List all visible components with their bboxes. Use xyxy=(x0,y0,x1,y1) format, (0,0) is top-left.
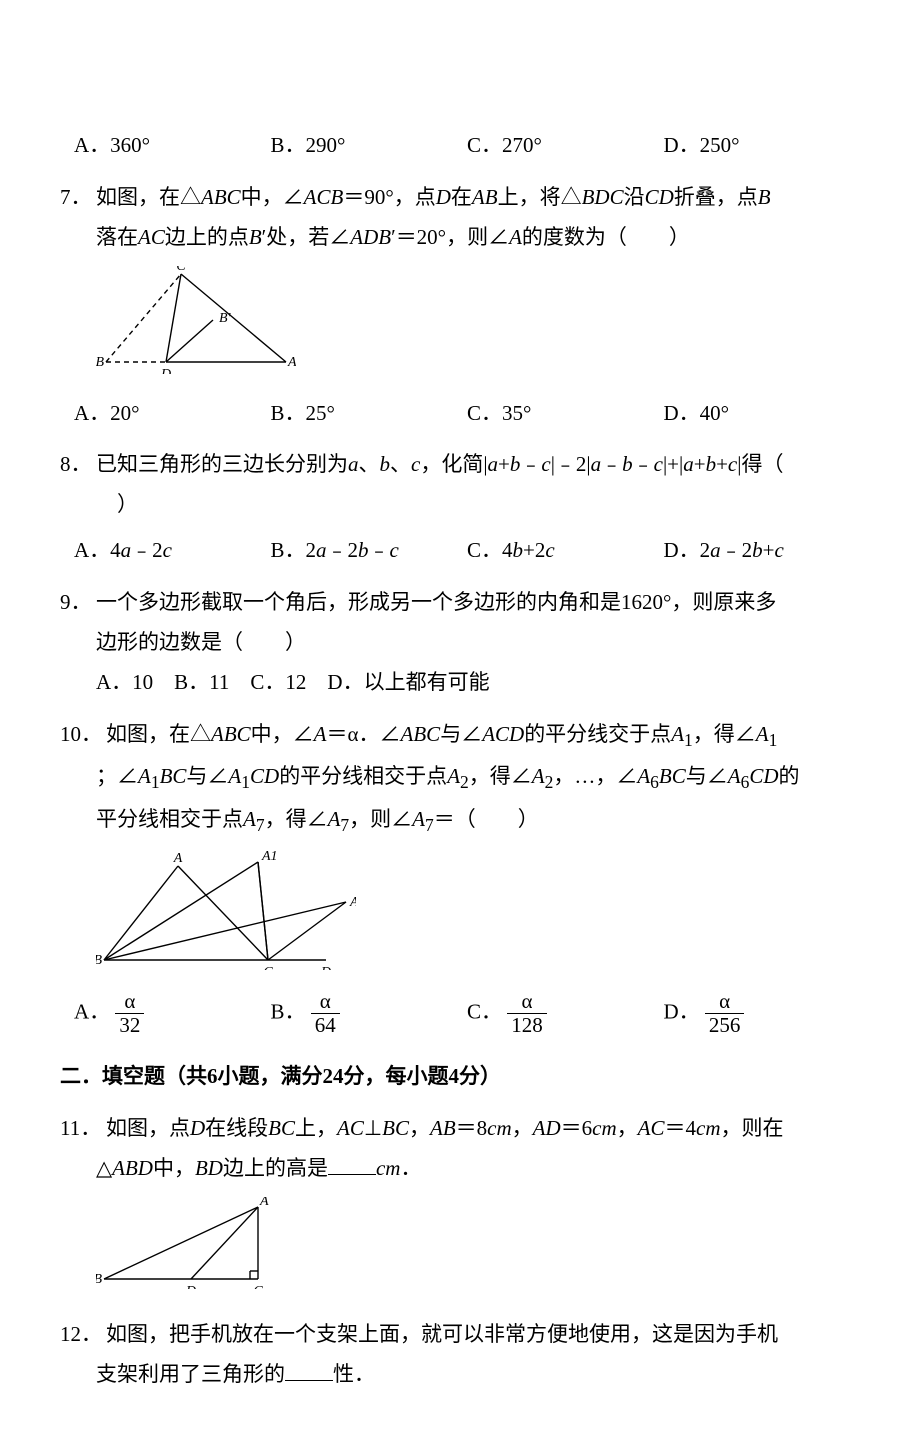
q7-line2: 落在AC边上的点B′处，若∠ADB′＝20°，则∠A的度数为（ ） xyxy=(60,218,860,258)
svg-text:B: B xyxy=(96,355,104,370)
q11-line2: △ABD中，BD边上的高是 cm． xyxy=(60,1149,860,1189)
q6-opt-D: D．250° xyxy=(664,126,861,166)
frac-den: 128 xyxy=(507,1014,547,1037)
q10-opt-C: C． α128 xyxy=(467,990,664,1037)
q10-opt-B: B． α64 xyxy=(271,990,468,1037)
question-10: 10． 如图，在△ABC中，∠A＝α．∠ABC与∠ACD的平分线交于点A1，得∠… xyxy=(60,715,860,1037)
svg-text:B: B xyxy=(96,953,102,968)
q7-opt-C: C．35° xyxy=(467,394,664,434)
q12-line2: 支架利用了三角形的 性． xyxy=(60,1355,860,1395)
fraction: α256 xyxy=(705,990,745,1037)
blank-fill xyxy=(328,1154,376,1175)
opt-text: A．20° xyxy=(74,401,140,425)
q8-opt-A: A．4a﹣2c xyxy=(74,531,271,571)
fraction: α64 xyxy=(311,990,340,1037)
q7-opt-B: B．25° xyxy=(271,394,468,434)
q9-num: 9． xyxy=(60,583,96,623)
opt-prefix: B． xyxy=(271,999,306,1023)
q8-opt-D: D．2a﹣2b+c xyxy=(664,531,861,571)
q6-options: A．360° B．290° C．270° D．250° xyxy=(60,126,860,166)
svg-text:A2: A2 xyxy=(349,895,356,910)
q7-num: 7． xyxy=(60,178,96,218)
opt-text: B．290° xyxy=(271,133,346,157)
q11-l2-pre: △ABD中，BD边上的高是 xyxy=(96,1156,328,1180)
opt-prefix: D． xyxy=(664,999,700,1023)
q7-opt-D: D．40° xyxy=(664,394,861,434)
question-7: 7． 如图，在△ABC中，∠ACB＝90°，点D在AB上，将△BDC沿CD折叠，… xyxy=(60,178,860,434)
q10-line1: 如图，在△ABC中，∠A＝α．∠ABC与∠ACD的平分线交于点A1，得∠A1 xyxy=(106,715,860,757)
q11-line1: 如图，点D在线段BC上，AC⊥BC，AB＝8cm，AD＝6cm，AC＝4cm，则… xyxy=(106,1109,860,1149)
opt-text: B．25° xyxy=(271,401,335,425)
frac-num: α xyxy=(507,990,547,1014)
svg-text:A: A xyxy=(173,851,183,866)
opt-text: C．270° xyxy=(467,133,542,157)
q8-num: 8． xyxy=(60,445,96,485)
q10-figure: B C D A A1 A2 xyxy=(96,850,860,984)
svg-text:C: C xyxy=(263,965,273,970)
blank-fill xyxy=(285,1360,333,1381)
question-8: 8． 已知三角形的三边长分别为a、b、c，化简|a+b﹣c|﹣2|a﹣b﹣c|+… xyxy=(60,445,860,571)
q7-line1: 如图，在△ABC中，∠ACB＝90°，点D在AB上，将△BDC沿CD折叠，点B xyxy=(96,178,860,218)
q8-line1: 已知三角形的三边长分别为a、b、c，化简|a+b﹣c|﹣2|a﹣b﹣c|+|a+… xyxy=(96,445,860,485)
frac-den: 32 xyxy=(115,1014,144,1037)
svg-text:B': B' xyxy=(219,311,232,326)
fraction: α32 xyxy=(115,990,144,1037)
svg-text:D: D xyxy=(185,1284,196,1289)
q6-opt-C: C．270° xyxy=(467,126,664,166)
q6-opt-B: B．290° xyxy=(271,126,468,166)
opt-text: D．250° xyxy=(664,133,740,157)
q11-l2-post: cm． xyxy=(376,1156,422,1180)
q9-line1: 一个多边形截取一个角后，形成另一个多边形的内角和是1620°，则原来多 xyxy=(96,583,860,623)
q12-l2-pre: 支架利用了三角形的 xyxy=(96,1362,285,1386)
q7-figure: B D A C B' xyxy=(96,266,860,388)
frac-den: 256 xyxy=(705,1014,745,1037)
frac-num: α xyxy=(115,990,144,1014)
svg-text:A1: A1 xyxy=(261,850,278,864)
fraction: α128 xyxy=(507,990,547,1037)
q10-line3: 平分线相交于点A7，得∠A7，则∠A7＝（ ） xyxy=(60,800,860,842)
q8-options: A．4a﹣2c B．2a﹣2b﹣c C．4b+2c D．2a﹣2b+c xyxy=(60,531,860,571)
opt-prefix: A． xyxy=(74,999,110,1023)
q10-options: A． α32 B． α64 C． α128 D． α256 xyxy=(60,990,860,1037)
q8-opt-B: B．2a﹣2b﹣c xyxy=(271,531,468,571)
svg-text:A: A xyxy=(259,1197,269,1209)
svg-text:C: C xyxy=(176,266,186,274)
svg-text:C: C xyxy=(253,1284,263,1289)
q10-line2: ；∠A1BC与∠A1CD的平分线相交于点A2，得∠A2，…，∠A6BC与∠A6C… xyxy=(60,757,860,799)
q7-opt-A: A．20° xyxy=(74,394,271,434)
opt-prefix: C． xyxy=(467,999,502,1023)
question-12: 12． 如图，把手机放在一个支架上面，就可以非常方便地使用，这是因为手机 支架利… xyxy=(60,1315,860,1395)
q6-opt-A: A．360° xyxy=(74,126,271,166)
q12-l2-post: 性． xyxy=(333,1362,375,1386)
question-9: 9． 一个多边形截取一个角后，形成另一个多边形的内角和是1620°，则原来多 边… xyxy=(60,583,860,703)
q10-num: 10． xyxy=(60,715,106,757)
q9-options-inline: A．10 B．11 C．12 D．以上都有可能 xyxy=(60,663,860,703)
q12-line1: 如图，把手机放在一个支架上面，就可以非常方便地使用，这是因为手机 xyxy=(106,1315,860,1355)
svg-text:A: A xyxy=(287,355,296,370)
opt-text: C．35° xyxy=(467,401,531,425)
q8-line2: ） xyxy=(60,485,860,525)
q11-figure: B D C A xyxy=(96,1197,860,1303)
opt-text: A．360° xyxy=(74,133,150,157)
q8-opt-C: C．4b+2c xyxy=(467,531,664,571)
frac-num: α xyxy=(705,990,745,1014)
q11-num: 11． xyxy=(60,1109,106,1149)
q7-options: A．20° B．25° C．35° D．40° xyxy=(60,394,860,434)
q10-opt-A: A． α32 xyxy=(74,990,271,1037)
frac-den: 64 xyxy=(311,1014,340,1037)
section-2-header: 二．填空题（共6小题，满分24分，每小题4分） xyxy=(60,1057,860,1097)
question-11: 11． 如图，点D在线段BC上，AC⊥BC，AB＝8cm，AD＝6cm，AC＝4… xyxy=(60,1109,860,1303)
frac-num: α xyxy=(311,990,340,1014)
svg-text:B: B xyxy=(96,1272,102,1287)
q9-line2: 边形的边数是（ ） xyxy=(60,623,860,663)
svg-text:D: D xyxy=(320,965,331,970)
q12-num: 12． xyxy=(60,1315,106,1355)
svg-text:D: D xyxy=(160,367,171,374)
opt-text: D．40° xyxy=(664,401,730,425)
q10-opt-D: D． α256 xyxy=(664,990,861,1037)
